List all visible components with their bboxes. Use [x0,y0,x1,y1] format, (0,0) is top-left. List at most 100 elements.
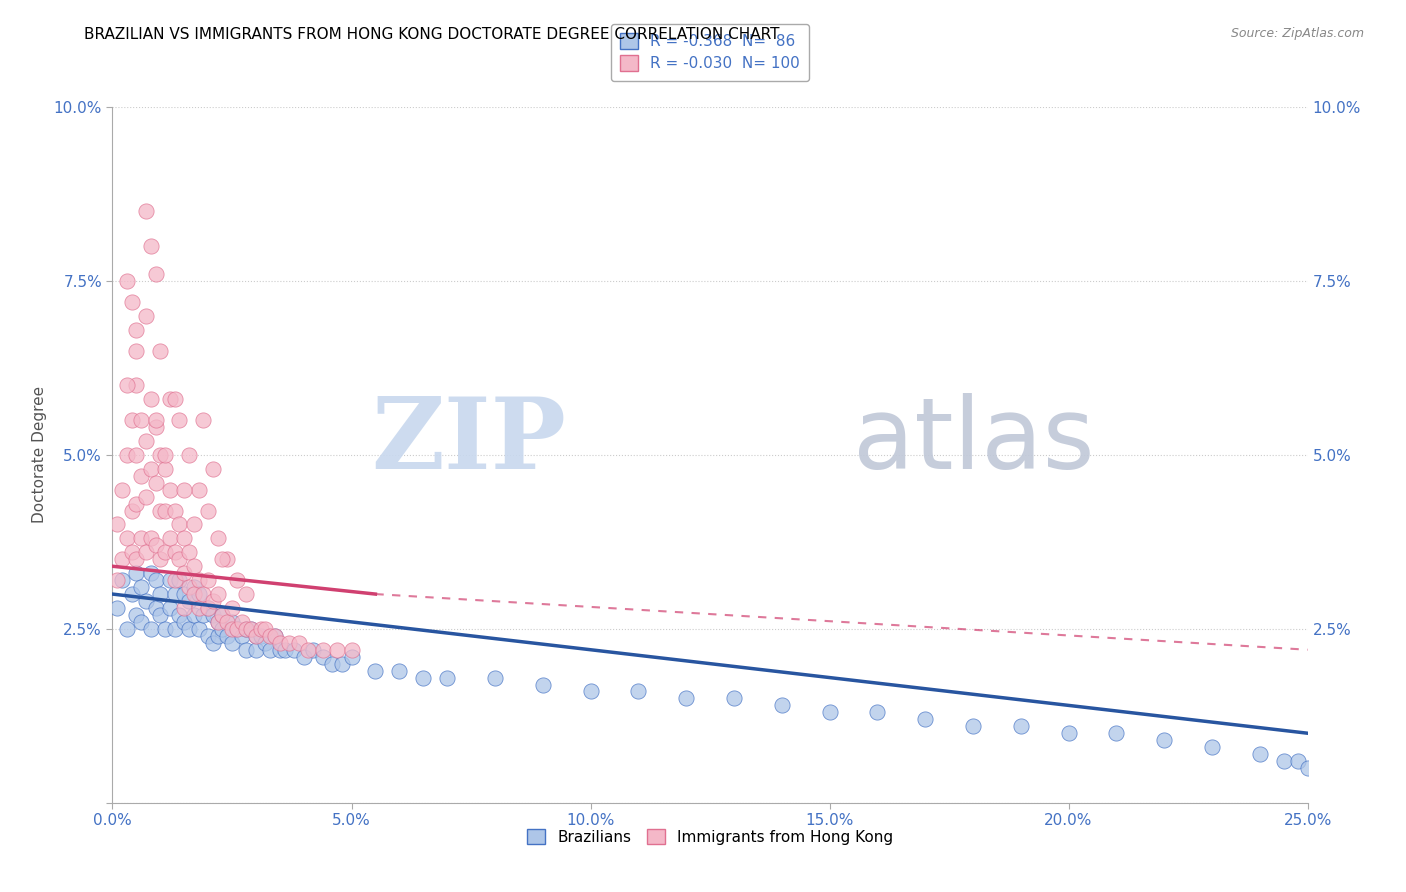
Point [1272,754,1295,768]
Point [312,649,335,664]
Point [125,566,148,581]
Point [111,483,134,497]
Point [169,607,191,622]
Point [177,580,200,594]
Point [139,622,162,636]
Point [139,532,162,546]
Point [145,538,167,552]
Point [207,615,229,629]
Point [278,636,301,650]
Point [121,294,143,309]
Point [1057,726,1080,740]
Point [1286,754,1309,768]
Point [139,566,162,581]
Point [111,573,134,587]
Point [235,622,257,636]
Point [235,642,257,657]
Point [159,392,181,407]
Point [121,413,143,427]
Point [240,622,263,636]
Point [153,448,176,462]
Point [388,664,411,678]
Point [149,343,172,358]
Point [115,448,138,462]
Point [217,552,239,566]
Point [1296,761,1319,775]
Point [264,629,287,643]
Point [197,573,219,587]
Point [115,622,138,636]
Point [326,642,349,657]
Point [163,545,186,559]
Point [149,448,172,462]
Point [183,580,205,594]
Point [207,615,229,629]
Point [197,601,219,615]
Text: atlas: atlas [853,392,1095,490]
Point [914,712,936,726]
Point [221,622,243,636]
Point [225,573,247,587]
Point [159,601,181,615]
Point [145,573,167,587]
Point [183,607,205,622]
Point [1201,740,1223,755]
Point [283,642,305,657]
Point [159,483,181,497]
Point [139,392,162,407]
Point [484,671,506,685]
Point [125,497,148,511]
Point [149,607,172,622]
Point [163,587,186,601]
Point [121,503,143,517]
Point [135,594,157,608]
Point [302,642,325,657]
Point [135,545,157,559]
Point [153,545,176,559]
Point [297,642,319,657]
Point [235,587,257,601]
Point [105,517,128,532]
Point [197,629,219,643]
Point [269,636,291,650]
Point [193,607,215,622]
Point [207,629,229,643]
Point [962,719,984,733]
Point [340,649,363,664]
Point [197,503,219,517]
Point [254,636,277,650]
Point [254,622,277,636]
Point [125,343,148,358]
Point [1153,733,1175,747]
Text: Source: ZipAtlas.com: Source: ZipAtlas.com [1230,27,1364,40]
Point [159,532,181,546]
Point [183,517,205,532]
Point [163,622,186,636]
Point [153,622,176,636]
Point [177,545,200,559]
Point [1010,719,1032,733]
Point [145,413,167,427]
Point [187,587,209,601]
Point [145,267,167,281]
Point [169,573,191,587]
Point [105,601,128,615]
Point [125,323,148,337]
Point [173,587,195,601]
Point [187,601,209,615]
Point [245,629,267,643]
Legend: Brazilians, Immigrants from Hong Kong: Brazilians, Immigrants from Hong Kong [520,822,900,851]
Point [135,490,157,504]
Point [149,587,172,601]
Point [245,629,267,643]
Point [135,434,157,448]
Text: BRAZILIAN VS IMMIGRANTS FROM HONG KONG DOCTORATE DEGREE CORRELATION CHART: BRAZILIAN VS IMMIGRANTS FROM HONG KONG D… [84,27,780,42]
Point [173,483,195,497]
Point [412,671,434,685]
Point [221,636,243,650]
Point [129,468,152,483]
Point [187,483,209,497]
Point [115,274,138,288]
Y-axis label: Doctorate Degree: Doctorate Degree [32,386,46,524]
Point [201,462,224,476]
